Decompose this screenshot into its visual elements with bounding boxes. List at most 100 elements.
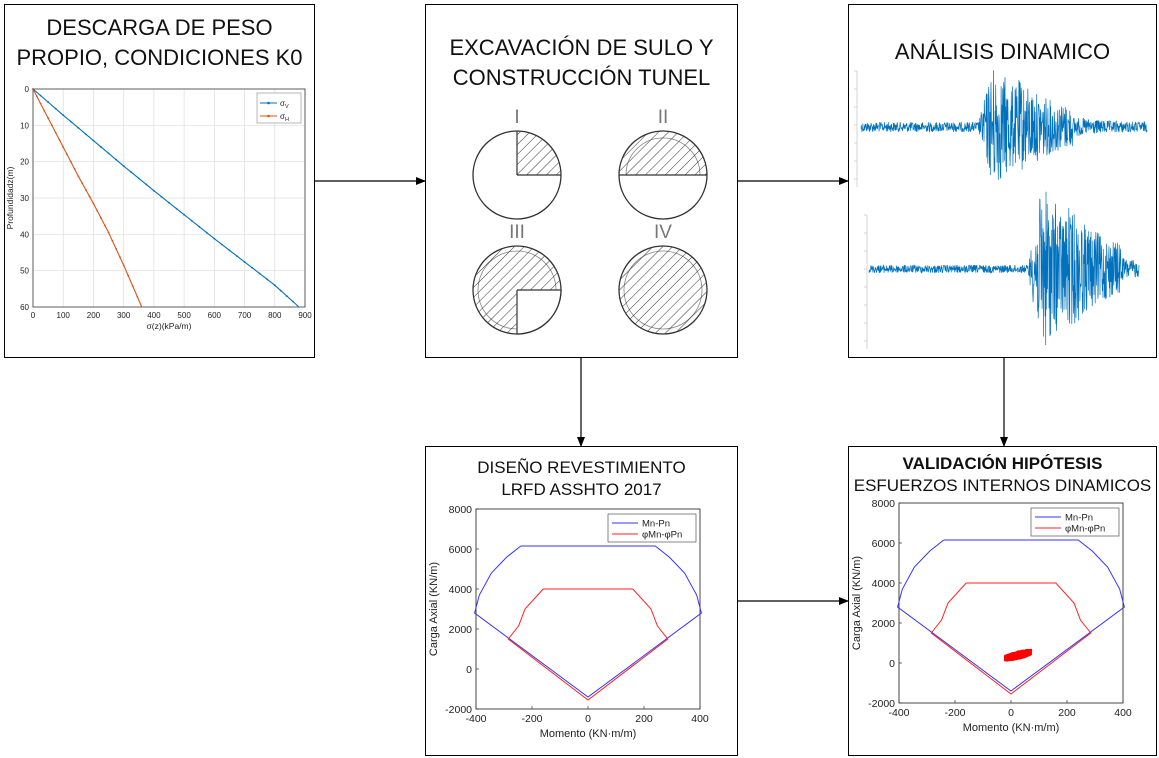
series-marker xyxy=(152,189,155,192)
envelope-nominal xyxy=(897,539,1125,692)
series-marker xyxy=(285,295,288,297)
legend-box xyxy=(1030,507,1120,537)
x-tick-label: 800 xyxy=(268,311,282,320)
series-marker xyxy=(251,266,254,269)
series-marker xyxy=(66,153,68,156)
box5-title: VALIDACIÓN HIPÓTESIS ESFUERZOS INTERNOS … xyxy=(849,453,1156,497)
cloud-point xyxy=(1022,654,1026,658)
series-marker xyxy=(84,188,87,191)
series-marker xyxy=(81,182,84,184)
x-axis-label: σ(z)(kPa/m) xyxy=(147,321,192,331)
legend-label: σV xyxy=(280,99,289,110)
y-tick-label: 10 xyxy=(20,121,29,130)
internal-forces-cloud xyxy=(1003,648,1033,662)
series-marker xyxy=(292,300,294,303)
series-marker xyxy=(92,139,95,142)
series-marker xyxy=(92,202,95,205)
series-marker xyxy=(127,274,130,277)
cloud-point xyxy=(1014,653,1018,657)
legend-marker xyxy=(267,114,270,118)
series-marker xyxy=(279,289,282,292)
cloud-point xyxy=(1027,649,1031,653)
box1-title: DESCARGA DE PESO PROPIO, CONDICIONES K0 xyxy=(5,13,314,73)
y-tick-label: 8000 xyxy=(449,504,473,516)
y-tick-label: 20 xyxy=(20,158,29,167)
series-marker xyxy=(220,243,223,246)
x-tick-label: 700 xyxy=(238,311,252,320)
series-marker xyxy=(122,264,125,267)
y-tick-label: 0 xyxy=(466,664,472,676)
series-marker xyxy=(130,171,133,174)
legend-label: Mn-Pn xyxy=(642,519,670,530)
stage-3-circle xyxy=(472,245,563,336)
series-marker xyxy=(39,94,42,97)
series-marker xyxy=(77,126,80,129)
cloud-point xyxy=(1017,650,1021,654)
series-marker xyxy=(122,165,125,167)
series-marker xyxy=(136,295,139,298)
y-tick-label: 0 xyxy=(25,85,30,94)
cloud-point xyxy=(1007,658,1011,662)
series-marker xyxy=(175,207,178,210)
series-marker xyxy=(107,231,110,234)
series-marker xyxy=(183,213,186,216)
box2-title: EXCAVACIÓN DE SULO Y CONSTRUCCIÓN TUNEL xyxy=(426,33,737,93)
stress-profile-chart: 0 100 200 300 400 500 600 700 800 900 0 10 20 30 40 50 6… xyxy=(5,85,312,331)
series-marker xyxy=(131,285,134,288)
box5-title-line2: ESFUERZOS INTERNOS DINAMICOS xyxy=(853,476,1152,495)
box5-title-bold: VALIDACIÓN HIPÓTESIS xyxy=(902,454,1103,473)
x-tick-label: 300 xyxy=(117,311,131,320)
series-marker xyxy=(77,175,80,178)
box-self-weight: DESCARGA DE PESO PROPIO, CONDICIONES K0 … xyxy=(4,4,315,358)
y-tick-label: 60 xyxy=(20,303,29,312)
series-marker xyxy=(266,278,269,281)
seismic-trace-2 xyxy=(868,191,1140,346)
y-tick-label: 8000 xyxy=(872,498,896,510)
interaction-validation-chart: -400 -200 0 200 400-200002000400060008000Mom… xyxy=(851,498,1132,734)
y-axis-label: Carga Axial (KN/m) xyxy=(851,556,863,650)
stage-label-4: IV xyxy=(654,222,672,243)
series-marker xyxy=(73,168,76,170)
y-tick-label: 6000 xyxy=(449,544,473,556)
series-marker xyxy=(69,160,72,163)
series-marker xyxy=(107,152,110,155)
y-tick-label: -2000 xyxy=(868,698,895,710)
box-dynamic-analysis: ANÁLISIS DINAMICO xyxy=(848,4,1157,358)
series-marker xyxy=(47,117,50,119)
box-lining-design: DISEÑO REVESTIMIENTO LRFD ASSHTO 2017 -4… xyxy=(425,446,738,756)
series-marker xyxy=(115,158,118,161)
box4-title-line2: LRFD ASSHTO 2017 xyxy=(501,480,662,499)
cloud-point xyxy=(1004,658,1008,662)
series-marker xyxy=(96,209,99,212)
y-axis-label: Profundidadz(m) xyxy=(5,166,15,229)
series-marker xyxy=(273,284,276,287)
box1-title-line1: DESCARGA DE PESO xyxy=(46,15,273,40)
y-tick-label: 50 xyxy=(20,267,29,276)
cloud-point xyxy=(1019,654,1023,658)
stage-2-circle xyxy=(618,130,708,220)
series-marker xyxy=(62,146,65,149)
y-tick-label: 0 xyxy=(889,658,895,670)
series-marker xyxy=(69,120,72,123)
series-marker xyxy=(54,131,57,134)
interaction-design-chart: -400 -200 0 200 400-200002000400060008000Mom… xyxy=(428,504,709,740)
seismic-records-chart xyxy=(854,70,1148,349)
envelope-factored xyxy=(930,582,1092,695)
box-excavation: EXCAVACIÓN DE SULO Y CONSTRUCCIÓN TUNEL … xyxy=(425,4,738,358)
x-tick-label: -400 xyxy=(888,707,909,719)
x-tick-label: 100 xyxy=(57,311,71,320)
series-marker xyxy=(168,201,170,204)
series-marker xyxy=(62,114,65,117)
y-axis-label: Carga Axial (KN/m) xyxy=(428,562,440,656)
legend-box xyxy=(256,92,302,124)
cloud-point xyxy=(1008,653,1012,657)
x-tick-label: -200 xyxy=(521,713,542,725)
x-tick-label: 400 xyxy=(147,311,161,320)
series-marker xyxy=(50,124,53,127)
x-tick-label: 200 xyxy=(87,311,101,320)
stage-label-1: I xyxy=(514,107,519,128)
series-marker xyxy=(100,217,102,219)
x-tick-label: 0 xyxy=(1008,707,1014,719)
series-marker xyxy=(160,195,163,198)
cloud-point xyxy=(1024,650,1028,654)
